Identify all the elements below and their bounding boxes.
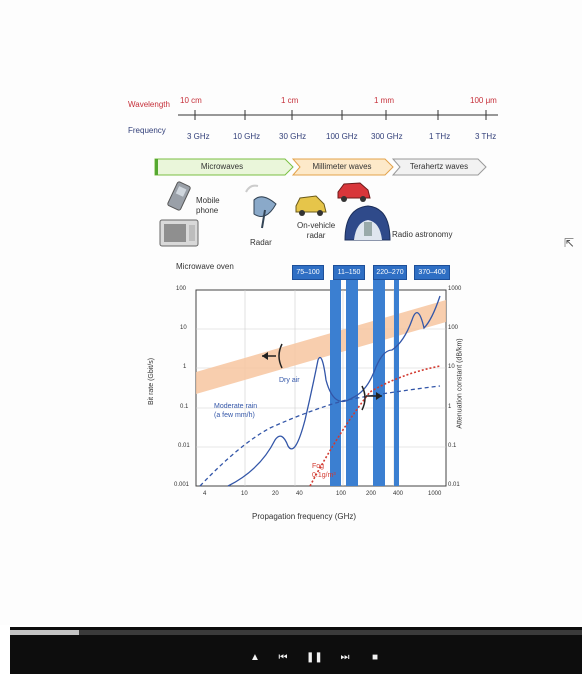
y-tick: 0.01 <box>178 443 190 449</box>
vehicle-icon <box>295 182 371 216</box>
band-millimeter-waves: Millimeter waves <box>312 162 372 171</box>
vehicle-radar-label: On-vehicle radar <box>297 221 336 240</box>
y-tick: 0.1 <box>448 443 457 449</box>
band-microwaves: Microwaves <box>200 162 244 171</box>
figure-graphics <box>154 110 498 487</box>
pause-button[interactable]: ❚❚ <box>306 652 323 663</box>
frequency-tick: 1 THz <box>429 132 451 141</box>
radio-astronomy-label: Radio astronomy <box>392 230 453 239</box>
mouse-cursor-icon: ⇱ <box>564 236 575 250</box>
window-label: 370–400 <box>414 265 450 280</box>
next-button[interactable]: ⏭ <box>340 652 350 663</box>
window-label: 11–150 <box>333 265 365 280</box>
video-player-controls: ▲ ⏮ ❚❚ ⏭ ■ <box>10 627 582 674</box>
band-terahertz-waves: Terahertz waves <box>409 162 469 171</box>
previous-button[interactable]: ⏮ <box>278 652 288 663</box>
frequency-tick: 10 GHz <box>233 132 261 141</box>
progress-fill <box>10 630 79 635</box>
y-tick: 0.001 <box>174 482 190 488</box>
x-tick: 200 <box>366 491 377 497</box>
wavelength-tick: 10 cm <box>180 96 202 105</box>
window-label: 220–270 <box>373 265 407 280</box>
y-tick: 10 <box>180 325 187 331</box>
stop-button[interactable]: ■ <box>371 652 379 663</box>
eject-button[interactable]: ▲ <box>250 652 260 663</box>
x-tick: 1000 <box>428 491 442 497</box>
wavelength-tick: 100 μm <box>470 96 497 105</box>
y-tick: 1 <box>448 404 452 410</box>
microwave-oven-label: Microwave oven <box>176 262 234 271</box>
moderate-rain-annotation: Moderate rain (a few mm/h) <box>214 403 258 419</box>
frequency-tick: 300 GHz <box>371 132 403 141</box>
dry-air-annotation: Dry air <box>279 377 300 384</box>
y-tick: 0.1 <box>180 404 189 410</box>
radar-label: Radar <box>250 238 272 247</box>
y-tick: 100 <box>448 325 459 331</box>
y-tick: 0.01 <box>448 482 460 488</box>
x-tick: 400 <box>393 491 404 497</box>
progress-bar[interactable] <box>10 630 582 635</box>
wavelength-tick: 1 mm <box>374 96 394 105</box>
y-tick: 10 <box>448 364 455 370</box>
frequency-tick: 3 GHz <box>187 132 210 141</box>
frequency-tick: 30 GHz <box>279 132 307 141</box>
microwave-oven-icon <box>159 219 199 247</box>
chart-y-left-label: Bit rate (Gbit/s) <box>148 357 156 406</box>
radar-icon <box>245 184 277 229</box>
chart-y-right-label: Attenuation constant (dB/km) <box>456 338 464 429</box>
y-tick: 100 <box>176 286 187 292</box>
chart-x-label: Propagation frequency (GHz) <box>252 512 357 521</box>
mobile-phone-icon <box>167 181 191 211</box>
window-label: 75–100 <box>292 265 324 280</box>
x-tick: 100 <box>336 491 347 497</box>
x-tick: 4 <box>203 491 207 497</box>
wavelength-label: Wavelength <box>128 100 170 109</box>
frequency-tick: 3 THz <box>475 132 497 141</box>
x-tick: 10 <box>241 491 248 497</box>
slide-canvas: Wavelength Frequency 10 cm 1 cm 1 mm 100… <box>128 96 575 521</box>
wavelength-tick: 1 cm <box>281 96 299 105</box>
y-tick: 1 <box>183 364 187 370</box>
fog-annotation: Fog 0.1g/m³ <box>312 463 336 479</box>
y-tick: 1000 <box>448 286 462 292</box>
x-tick: 20 <box>272 491 279 497</box>
mobile-phone-label: Mobile phone <box>196 196 220 215</box>
frequency-tick: 100 GHz <box>326 132 358 141</box>
frequency-label: Frequency <box>128 126 166 135</box>
observatory-icon <box>344 205 391 241</box>
x-tick: 40 <box>296 491 303 497</box>
